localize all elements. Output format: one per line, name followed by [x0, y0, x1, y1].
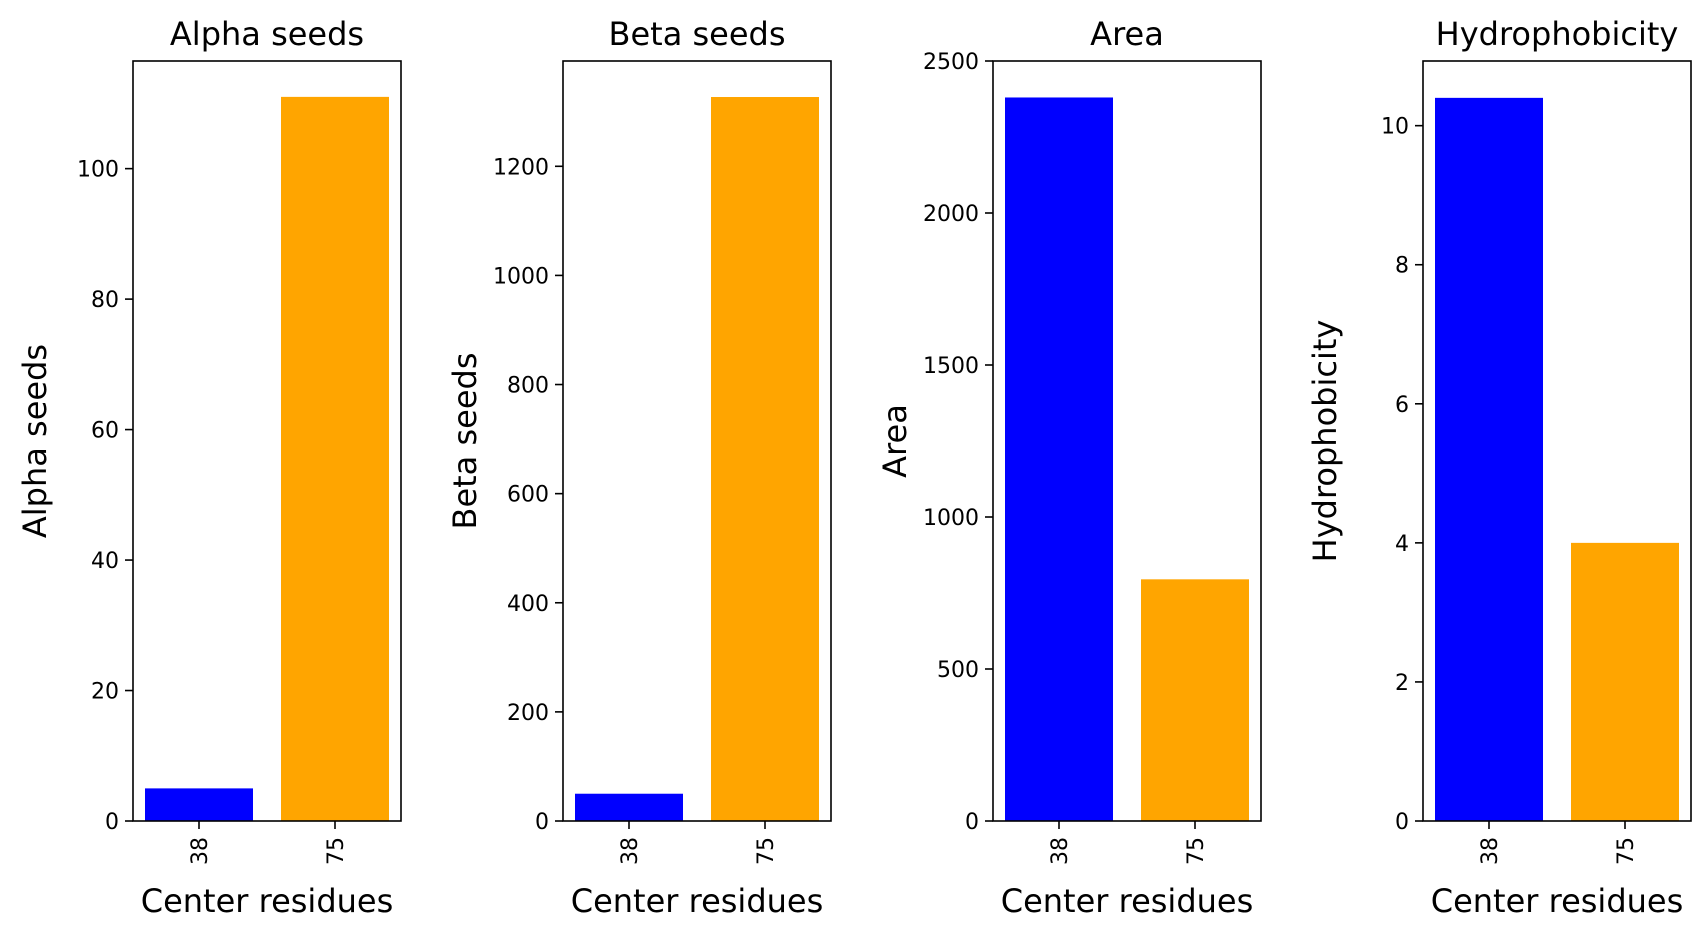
bar-4-75 [1571, 542, 1679, 821]
y-tick-label-1-60: 60 [91, 419, 119, 444]
y-tick-label-4-10: 10 [1381, 115, 1409, 140]
x-tick-label-1-38: 38 [188, 837, 213, 865]
y-tick-label-1-100: 100 [77, 158, 119, 183]
bar-1-38 [145, 788, 253, 821]
y-axis-label-4: Hydrophobicity [1306, 320, 1344, 563]
y-tick-label-2-800: 800 [507, 374, 549, 399]
y-tick-label-1-0: 0 [105, 810, 119, 835]
x-axis-label-2: Center residues [571, 882, 824, 920]
y-tick-label-4-8: 8 [1395, 254, 1409, 279]
y-tick-label-3-2000: 2000 [923, 202, 979, 227]
y-tick-label-2-1200: 1200 [493, 155, 549, 180]
y-tick-label-3-2500: 2500 [923, 50, 979, 75]
plot-frame-2 [562, 60, 832, 822]
y-tick-label-2-0: 0 [535, 810, 549, 835]
x-axis-label-4: Center residues [1431, 882, 1684, 920]
x-tick-label-4-38: 38 [1478, 837, 1503, 865]
x-tick-label-1-75: 75 [324, 837, 349, 865]
bar-3-38 [1005, 97, 1113, 822]
chart-title-1: Alpha seeds [170, 15, 364, 53]
bar-2-75 [711, 97, 819, 822]
chart-title-3: Area [1090, 15, 1164, 53]
y-tick-label-1-40: 40 [91, 549, 119, 574]
y-tick-label-4-4: 4 [1395, 532, 1409, 557]
x-tick-label-4-75: 75 [1614, 837, 1639, 865]
x-tick-label-2-38: 38 [618, 837, 643, 865]
bar-1-75 [281, 96, 389, 822]
y-tick-label-3-0: 0 [965, 810, 979, 835]
chart-panel-1: 0 20 40 60 80 100 38 75 Alpha seeds Center residu… [16, 15, 402, 920]
x-tick-label-3-75: 75 [1184, 837, 1209, 865]
y-tick-label-1-80: 80 [91, 288, 119, 313]
y-tick-label-3-1000: 1000 [923, 506, 979, 531]
x-axis-label-3: Center residues [1001, 882, 1254, 920]
x-tick-label-3-38: 38 [1048, 837, 1073, 865]
y-tick-label-2-200: 200 [507, 701, 549, 726]
x-tick-label-2-75: 75 [754, 837, 779, 865]
plot-frame-4 [1422, 60, 1692, 822]
x-axis-label-1: Center residues [141, 882, 394, 920]
chart-panel-3: 0 500 1000 1500 2000 2500 38 75 Area Center resid… [876, 15, 1262, 920]
y-axis-label-1: Alpha seeds [16, 344, 54, 538]
y-tick-label-2-600: 600 [507, 483, 549, 508]
bar-2-38 [575, 793, 683, 821]
plot-frame-1 [132, 60, 402, 822]
y-tick-label-2-400: 400 [507, 592, 549, 617]
y-tick-label-3-500: 500 [937, 658, 979, 683]
y-tick-label-4-2: 2 [1395, 671, 1409, 696]
bar-3-75 [1141, 579, 1249, 821]
chart-title-4: Hydrophobicity [1436, 15, 1679, 53]
y-axis-label-3: Area [876, 404, 914, 478]
y-tick-label-4-6: 6 [1395, 393, 1409, 418]
bar-4-38 [1435, 97, 1543, 821]
y-tick-label-3-1500: 1500 [923, 354, 979, 379]
chart-title-2: Beta seeds [609, 15, 786, 53]
chart-panel-4: 0 2 4 6 8 10 38 75 Hydrophobicity Center residues… [1306, 15, 1692, 920]
y-tick-label-2-1000: 1000 [493, 264, 549, 289]
plot-frame-3 [992, 60, 1262, 822]
y-tick-label-4-0: 0 [1395, 810, 1409, 835]
y-tick-label-1-20: 20 [91, 680, 119, 705]
y-axis-label-2: Beta seeds [446, 353, 484, 530]
chart-panel-2: 0 200 400 600 800 1000 1200 38 75 Beta seeds Cente… [446, 15, 832, 920]
